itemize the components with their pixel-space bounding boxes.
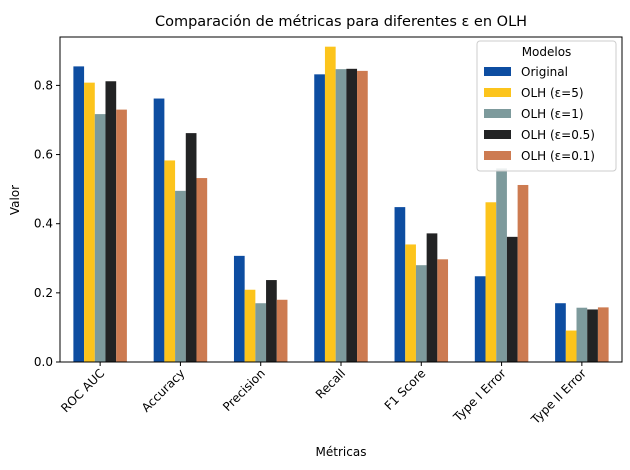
legend-label: OLH (ε=1) [521, 107, 584, 121]
bar [405, 244, 416, 362]
bar [394, 207, 406, 362]
bar [335, 69, 347, 363]
y-axis: 0.0 0.2 0.4 0.6 0.8 [34, 78, 60, 369]
bar [73, 66, 85, 362]
legend-title: Modelos [522, 45, 572, 59]
x-axis: ROC AUC Accuracy Precision Recall F1 Score Ty… [58, 362, 589, 427]
bar [314, 74, 325, 362]
legend-label: Original [521, 65, 568, 79]
chart-title: Comparación de métricas para diferentes … [155, 14, 527, 30]
bar [576, 307, 588, 362]
bar [485, 202, 497, 362]
x-axis-title: Métricas [316, 445, 367, 459]
legend-swatch [484, 151, 511, 160]
legend-swatch [484, 109, 511, 118]
bar [437, 259, 449, 362]
y-tick-label: 0.4 [34, 217, 53, 231]
bar [496, 168, 507, 362]
y-tick-label: 0.8 [34, 78, 53, 92]
y-axis-title: Valor [8, 185, 22, 215]
bar [84, 82, 95, 362]
bar [565, 330, 577, 362]
bar [175, 190, 186, 362]
y-tick-label: 0.0 [34, 355, 53, 369]
y-tick-label: 0.2 [34, 286, 53, 300]
legend-swatch [484, 130, 511, 139]
bar [555, 303, 566, 362]
x-tick-label: Type II Error [528, 366, 589, 427]
x-tick-label: Recall [313, 366, 348, 401]
bar [105, 81, 117, 362]
bar [517, 184, 529, 362]
legend-label: OLH (ε=0.1) [521, 149, 595, 163]
legend-swatch [484, 88, 511, 97]
legend-label: OLH (ε=0.5) [521, 128, 595, 142]
bar [153, 98, 165, 362]
bar [597, 307, 609, 362]
bar [266, 280, 277, 362]
bar [276, 299, 288, 362]
bar [196, 178, 208, 362]
bar [233, 255, 245, 362]
legend-swatch [484, 67, 511, 76]
bar [426, 233, 438, 362]
bar [185, 133, 197, 362]
x-tick-label: Accuracy [139, 366, 188, 415]
bar [415, 265, 427, 362]
bar [506, 236, 518, 362]
bar [164, 160, 176, 362]
bar [255, 303, 267, 362]
x-tick-label: Precision [220, 366, 268, 414]
legend-label: OLH (ε=5) [521, 86, 584, 100]
x-tick-label: Type I Error [450, 366, 509, 425]
legend-box [476, 40, 617, 172]
legend: Modelos Original OLH (ε=5) OLH (ε=1) OLH (ε=… [476, 40, 617, 172]
bar [357, 70, 368, 362]
x-tick-label: F1 Score [382, 366, 429, 413]
bar [94, 114, 106, 362]
bar [244, 289, 256, 362]
bar [346, 68, 358, 362]
x-tick-label: ROC AUC [58, 366, 107, 415]
bar [116, 109, 127, 362]
plot-area [73, 46, 609, 363]
bar [474, 276, 486, 362]
y-tick-label: 0.6 [34, 148, 53, 162]
bar [324, 46, 336, 363]
bar [587, 309, 598, 362]
